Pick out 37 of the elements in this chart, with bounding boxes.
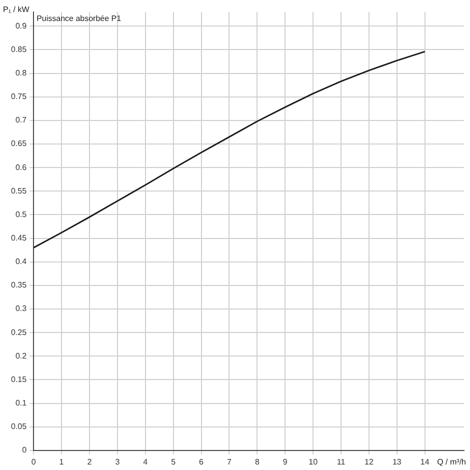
x-tick-label: 11 <box>336 457 346 466</box>
y-tick-label: 0.6 <box>15 162 28 172</box>
x-tick-label: 10 <box>308 457 318 466</box>
x-tick-label: 4 <box>143 457 148 466</box>
y-tick-label: 0.15 <box>10 374 28 384</box>
y-tick-label: 0.3 <box>15 304 28 314</box>
y-tick-label: 0.5 <box>15 210 28 219</box>
y-tick-label: 0.05 <box>10 422 28 432</box>
y-tick-label: 0.65 <box>10 139 28 148</box>
y-tick-label: 0.75 <box>10 92 28 102</box>
x-tick-label: 1 <box>59 457 64 466</box>
y-tick-label: 0.1 <box>15 398 28 408</box>
x-tick-label: 0 <box>31 457 36 466</box>
y-tick-label: 0.4 <box>15 257 28 266</box>
y-tick-label: 0.2 <box>15 351 28 360</box>
x-tick-label: 5 <box>171 457 176 466</box>
y-tick-label: 0.25 <box>10 328 28 337</box>
y-axis-title: P₁ / kW <box>3 5 30 14</box>
chart-title: Puissance absorbée P1 <box>36 14 122 24</box>
x-tick-label: 8 <box>254 457 260 466</box>
x-tick-label: 9 <box>282 457 288 466</box>
x-tick-label: 6 <box>199 457 204 466</box>
x-tick-label: 14 <box>420 457 430 466</box>
x-tick-label: 7 <box>226 457 232 466</box>
y-tick-label: 0.8 <box>15 68 28 78</box>
y-tick-label: 0.55 <box>10 186 28 196</box>
y-tick-label: 0.7 <box>15 116 28 125</box>
y-tick-label: 0.35 <box>10 280 28 290</box>
x-axis-title: Q / m³/h <box>437 458 466 467</box>
y-tick-label: 0.45 <box>10 233 28 242</box>
x-tick-label: 12 <box>364 457 374 466</box>
x-tick-label: 13 <box>392 457 402 466</box>
x-tick-label: 2 <box>87 457 92 466</box>
y-tick-label: 0 <box>22 446 28 455</box>
x-tick-label: 3 <box>115 457 120 466</box>
y-tick-label: 0.9 <box>15 21 28 30</box>
y-tick-label: 0.85 <box>10 44 28 54</box>
